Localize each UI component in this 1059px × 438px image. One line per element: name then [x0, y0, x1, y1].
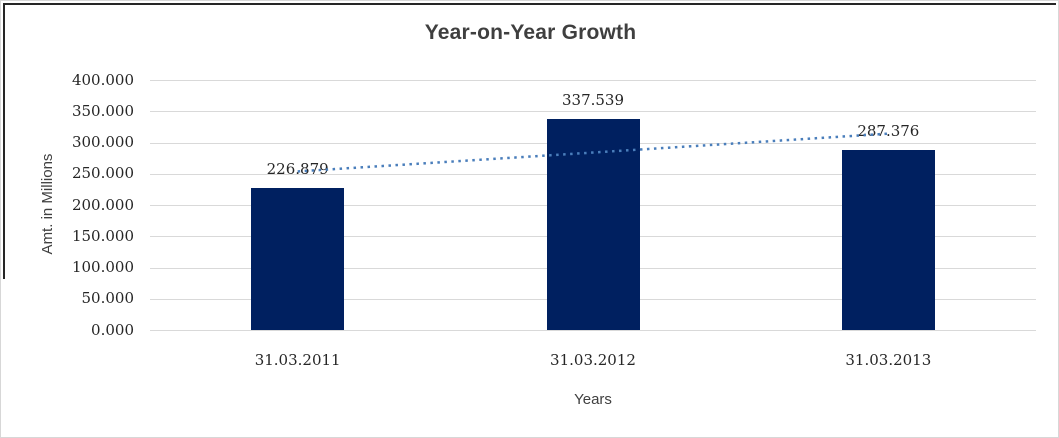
y-tick-label: 250.000	[71, 164, 134, 183]
bar	[546, 119, 640, 330]
y-tick-label: 50.000	[81, 289, 135, 308]
x-tick-label: 31.03.2013	[845, 351, 932, 369]
chart-border-top	[3, 3, 1056, 5]
bar-data-label: 287.376	[857, 122, 920, 141]
y-tick-label: 400.000	[71, 70, 134, 89]
x-tick-label: 31.03.2011	[254, 351, 341, 369]
y-tick-label: 100.000	[71, 258, 134, 276]
y-tick-label: 350.000	[71, 101, 134, 120]
y-tick-label: 200.000	[71, 195, 134, 214]
bar-data-label: 337.539	[561, 91, 625, 110]
chart-title: Year-on-Year Growth	[424, 21, 637, 44]
x-axis-title: Years	[574, 391, 612, 408]
y-tick-label: 300.000	[71, 133, 134, 151]
x-tick-label: 31.03.2012	[550, 351, 636, 369]
bar-data-label: 226.879	[266, 160, 329, 179]
y-tick-label: 150.000	[71, 226, 134, 245]
bar	[841, 150, 935, 330]
bar	[251, 188, 345, 330]
gridline	[150, 330, 1036, 331]
gridline	[150, 111, 1036, 113]
y-tick-label: 0.000	[91, 320, 134, 339]
gridline	[150, 80, 1036, 81]
chart-border-left	[3, 3, 5, 279]
